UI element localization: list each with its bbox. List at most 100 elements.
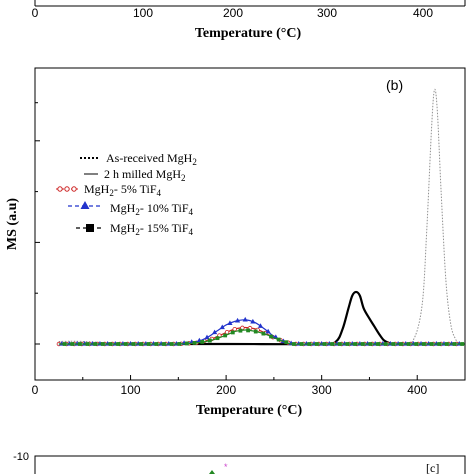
data-point (123, 342, 128, 346)
x-tick-label: 300 (312, 383, 332, 397)
data-point (162, 342, 166, 346)
data-point (232, 326, 237, 332)
data-point (212, 329, 218, 335)
panel-a-tick-label: 0 (32, 6, 39, 20)
data-point (261, 331, 266, 336)
x-tick-labels: 0 100 200 300 400 (32, 383, 428, 397)
data-point (224, 329, 230, 335)
data-point (85, 342, 90, 346)
data-point (246, 328, 250, 333)
data-point (269, 334, 273, 339)
series (58, 328, 465, 346)
data-point (253, 329, 258, 334)
data-point (330, 342, 335, 346)
legend-swatch-open-circle (64, 186, 70, 192)
legend-swatch-square (86, 224, 94, 232)
data-point (177, 342, 182, 346)
data-point (70, 342, 75, 346)
data-point (452, 342, 457, 346)
legend-label: MgH2- 5% TiF4 (84, 182, 162, 198)
data-point (230, 330, 235, 335)
data-point (391, 342, 396, 346)
x-tick-label: 200 (216, 383, 236, 397)
data-point (78, 342, 82, 346)
data-point (207, 338, 212, 343)
panel-c-y-tick-label: -10 (13, 451, 29, 463)
data-point (192, 341, 197, 345)
data-point (276, 337, 281, 342)
data-point (376, 342, 380, 346)
data-point (93, 342, 98, 346)
legend-swatch-open-circle (57, 186, 63, 192)
data-point (399, 342, 403, 346)
data-point (307, 342, 312, 346)
data-point (257, 323, 264, 328)
data-point (131, 342, 136, 346)
series-line (58, 88, 466, 346)
panel-a-tick-label: 200 (223, 6, 243, 20)
data-point (204, 334, 210, 340)
panel-c-star-marker: * (224, 462, 228, 472)
x-tick-label: 400 (407, 383, 427, 397)
x-tick-label: 0 (32, 383, 39, 397)
data-point (227, 320, 233, 326)
data-point (360, 342, 365, 346)
panel-a-tick-label: 400 (413, 6, 433, 20)
x-axis-label: Temperature (°C) (196, 403, 303, 418)
data-point (414, 342, 419, 346)
legend-swatch-triangle (80, 201, 90, 209)
data-point (215, 336, 220, 341)
legend-label: MgH2- 10% TiF4 (110, 201, 194, 217)
x-tick-label: 100 (121, 383, 141, 397)
data-point (292, 342, 296, 346)
data-point (460, 342, 465, 346)
plot-frame (34, 67, 466, 381)
data-point (429, 342, 434, 346)
data-point (169, 342, 174, 346)
data-point (337, 342, 342, 346)
data-point (422, 342, 426, 346)
series (58, 88, 466, 346)
y-axis-label: MS (a.u) (5, 198, 20, 250)
legend-label: As-received MgH2 (106, 151, 197, 167)
data-point (437, 342, 442, 346)
series-line (58, 290, 466, 346)
panel-label: (b) (386, 77, 403, 93)
series (58, 290, 466, 346)
data-point (345, 342, 350, 346)
data-point (314, 342, 319, 346)
data-point (116, 342, 121, 346)
data-point (353, 342, 358, 346)
series-layer (56, 88, 466, 347)
data-point (322, 342, 327, 346)
data-point (223, 333, 228, 338)
panel-a-x-axis-label: Temperature (°C) (195, 26, 302, 41)
legend-label: 2 h milled MgH2 (104, 167, 186, 183)
panel-a-tick-label: 300 (317, 6, 337, 20)
data-point (265, 328, 271, 334)
legend: As-received MgH2 2 h milled MgH2 MgH2- 5… (56, 151, 197, 237)
panel-c-frame-top (34, 455, 466, 474)
data-point (185, 341, 189, 346)
data-point (100, 342, 105, 346)
data-point (219, 324, 225, 330)
data-point (250, 318, 256, 324)
data-point (146, 342, 151, 346)
panel-a-tick-label: 100 (133, 6, 153, 20)
data-point (154, 342, 159, 346)
data-point (383, 342, 388, 346)
data-point (200, 339, 205, 344)
data-point (62, 342, 67, 346)
data-point (242, 316, 248, 322)
data-point (108, 342, 113, 346)
series-line (58, 326, 465, 345)
panel-c-label: [c] (426, 461, 439, 474)
data-point (444, 342, 449, 346)
panel-c-marker (209, 470, 215, 474)
data-point (368, 342, 373, 346)
data-point (406, 342, 411, 346)
panel-c-axis-strip: -10 [c] * (13, 451, 466, 474)
data-point (139, 342, 143, 346)
data-point (238, 328, 243, 333)
